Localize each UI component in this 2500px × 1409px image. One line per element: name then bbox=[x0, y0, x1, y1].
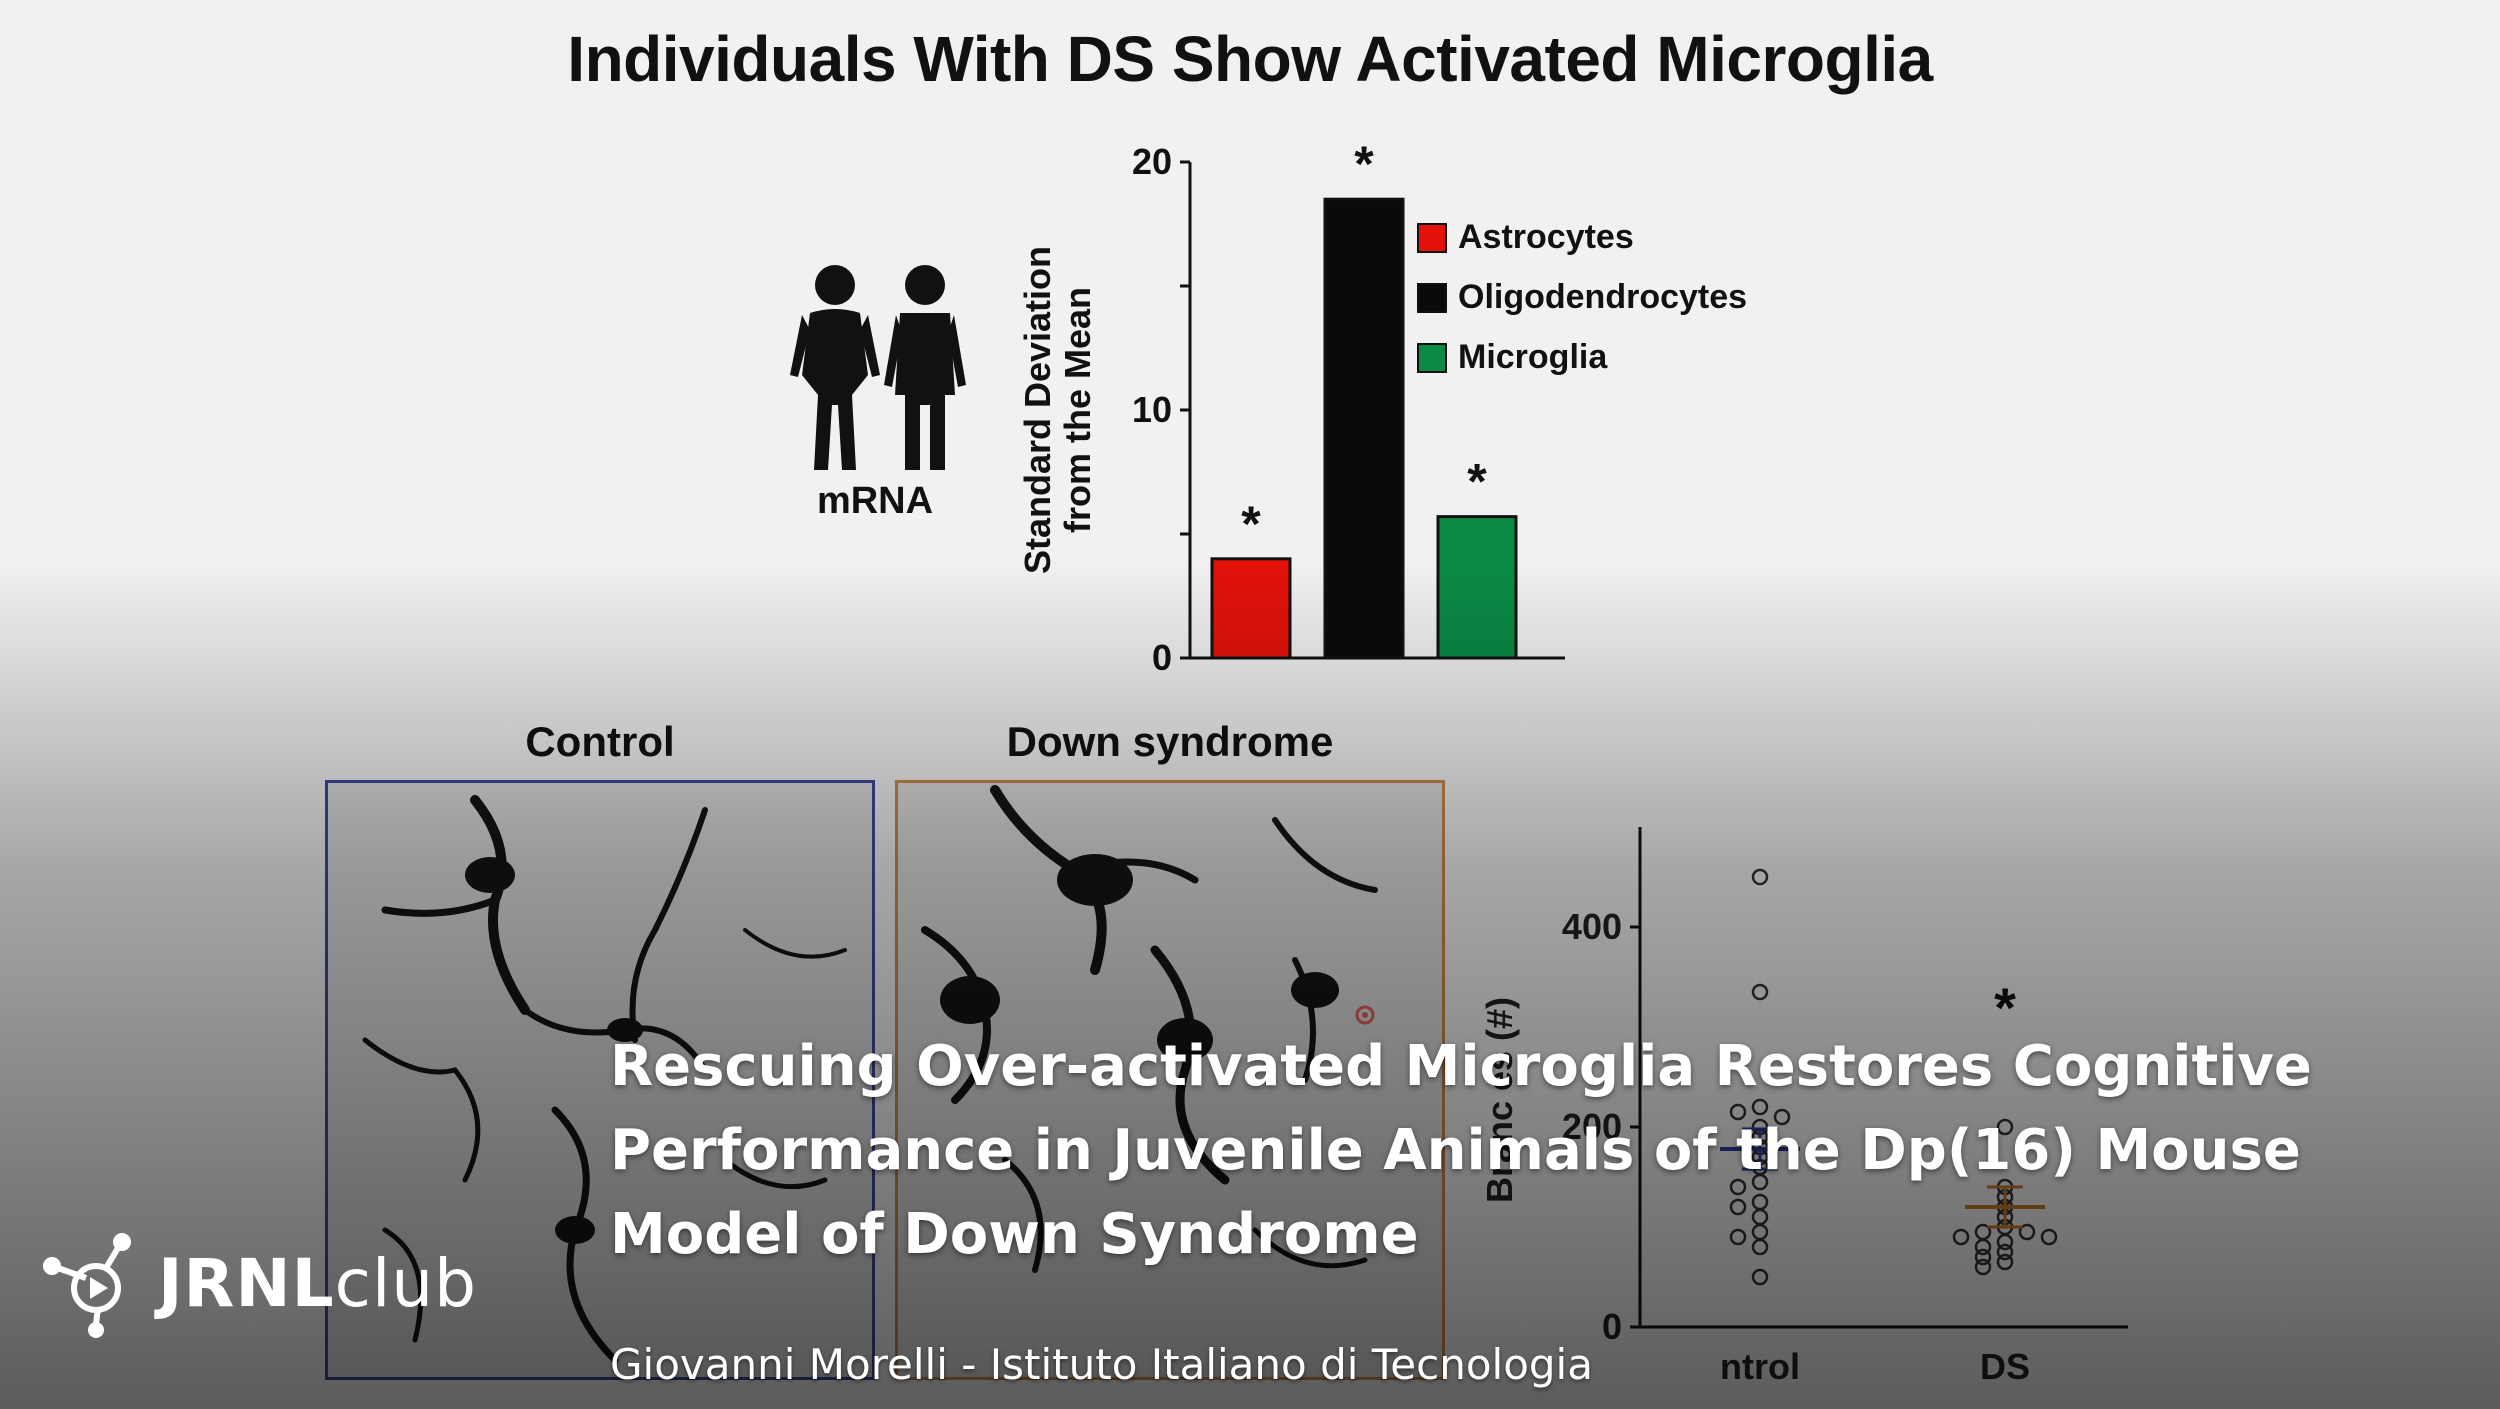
bar-oligodendrocytes bbox=[1323, 197, 1405, 660]
legend-label: Microglia bbox=[1458, 338, 1608, 376]
bar-astrocytes bbox=[1210, 557, 1292, 660]
legend-label: Oligodendrocytes bbox=[1458, 278, 1747, 316]
x-category-label: ntrol bbox=[1720, 1346, 1800, 1387]
data-point bbox=[1751, 868, 1769, 886]
bar-microglia bbox=[1436, 515, 1518, 660]
legend-label: Astrocytes bbox=[1458, 218, 1634, 256]
y-tick-label: 0 bbox=[1602, 1306, 1622, 1347]
legend-swatch bbox=[1417, 283, 1447, 313]
mrna-label: mRNA bbox=[816, 480, 934, 522]
video-author: Giovanni Morelli - Istituto Italiano di … bbox=[610, 1340, 1593, 1389]
video-title: Rescuing Over-activated Microglia Restor… bbox=[610, 1025, 2490, 1277]
video-title-line: Rescuing Over-activated Microglia Restor… bbox=[610, 1034, 2312, 1099]
people-icon bbox=[790, 265, 966, 470]
significance-marker: * bbox=[1467, 454, 1487, 510]
slide-title: Individuals With DS Show Activated Micro… bbox=[567, 23, 1933, 95]
brand-logo[interactable]: JRNLclub bbox=[38, 1228, 477, 1338]
brand-name-bold: JRNL bbox=[158, 1244, 335, 1322]
y-axis-label-line: from the Mean bbox=[1057, 287, 1098, 533]
legend-swatch bbox=[1417, 343, 1447, 373]
molecule-play-icon bbox=[43, 1233, 131, 1338]
y-tick-label: 20 bbox=[1132, 141, 1172, 182]
bar-chart: 0 10 20 Standard Deviationfrom the Mean * * * A… bbox=[1017, 136, 1747, 678]
significance-marker: * bbox=[1241, 496, 1261, 552]
y-axis-label-line: Standard Deviation bbox=[1017, 246, 1058, 574]
y-axis-label: Standard Deviationfrom the Mean bbox=[1017, 246, 1098, 574]
y-tick-label: 400 bbox=[1562, 906, 1622, 947]
brand-name-light: club bbox=[334, 1244, 478, 1322]
y-tick-label: 10 bbox=[1132, 389, 1172, 430]
control-label: Control bbox=[525, 718, 675, 765]
significance-marker: * bbox=[1354, 136, 1374, 192]
brand-name: JRNLclub bbox=[158, 1245, 477, 1322]
video-title-line: Model of Down Syndrome bbox=[610, 1202, 1419, 1267]
x-category-label: DS bbox=[1980, 1346, 2030, 1387]
video-title-line: Performance in Juvenile Animals of the D… bbox=[610, 1118, 2301, 1183]
legend-swatch bbox=[1417, 223, 1447, 253]
data-point bbox=[1751, 983, 1769, 1001]
y-tick-label: 0 bbox=[1152, 637, 1172, 678]
down-syndrome-label: Down syndrome bbox=[1006, 718, 1334, 765]
